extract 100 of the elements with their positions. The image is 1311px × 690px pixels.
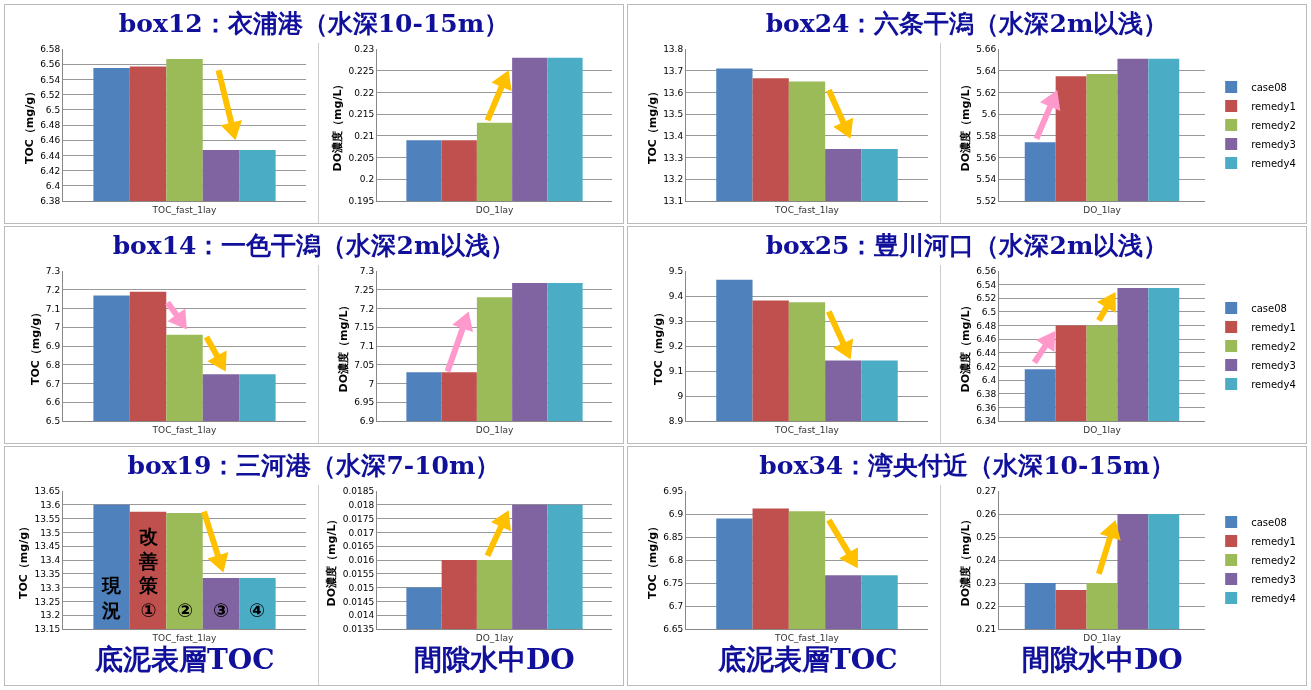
- annotation: ②: [177, 599, 194, 621]
- y-tick-label: 13.45: [34, 541, 61, 552]
- y-tick-label: 6.5: [45, 416, 61, 427]
- legend-label: case08: [1251, 302, 1287, 314]
- y-axis-title: TOC（mg/g）: [17, 520, 31, 600]
- y-tick-label: 6.54: [40, 74, 61, 85]
- y-tick-label: 6.95: [663, 486, 684, 497]
- y-tick-label: 5.66: [976, 44, 997, 55]
- legend-label: remedy3: [1251, 359, 1296, 371]
- annotation: ④: [249, 599, 266, 621]
- y-tick-label: 0.2: [359, 174, 375, 185]
- y-tick-label: 13.5: [663, 109, 684, 120]
- chart-title: box24：六条干潟（水深2m以浅）: [764, 8, 1170, 40]
- y-tick-label: 6.9: [45, 341, 61, 352]
- y-tick-label: 0.0135: [342, 624, 375, 635]
- y-tick-label: 6.5: [45, 104, 61, 115]
- y-tick-label: 6.34: [976, 416, 997, 427]
- y-axis-title: TOC（mg/g）: [28, 306, 42, 386]
- y-tick-label: 6.75: [663, 578, 684, 589]
- y-tick-label: 6.7: [45, 378, 61, 389]
- annotation: 改善策①: [138, 525, 158, 622]
- y-tick-label: 9.3: [668, 316, 684, 327]
- y-tick-label: 0.016: [348, 555, 375, 566]
- x-tick-label: DO_1lay: [475, 424, 514, 435]
- y-tick-label: 0.22: [354, 87, 375, 98]
- y-tick-label: 0.21: [354, 131, 375, 142]
- y-axis-title: DO濃度（mg/L）: [958, 78, 972, 172]
- y-tick-label: 0.205: [348, 152, 375, 163]
- y-tick-label: 6.42: [976, 361, 997, 372]
- y-tick-label: 0.0155: [342, 568, 375, 579]
- legend-label: remedy4: [1251, 592, 1296, 604]
- y-tick-label: 0.015: [348, 582, 375, 593]
- y-tick-label: 6.42: [40, 165, 61, 176]
- legend-label: case08: [1251, 516, 1287, 528]
- chart-title: box14：一色干潟（水深2m以浅）: [111, 230, 517, 262]
- y-tick-label: 6.4: [45, 180, 61, 191]
- y-axis-title: DO濃度（mg/L）: [958, 513, 972, 607]
- y-tick-label: 6.7: [668, 601, 684, 612]
- y-tick-label: 6.56: [40, 59, 61, 70]
- y-tick-label: 5.54: [976, 174, 997, 185]
- y-tick-label: 7.05: [354, 359, 375, 370]
- y-tick-label: 6.85: [663, 532, 684, 543]
- y-tick-label: 5.52: [976, 196, 997, 207]
- y-tick-label: 6.44: [40, 150, 61, 161]
- x-tick-label: DO_1lay: [1083, 204, 1122, 215]
- x-tick-label: TOC_fast_1lay: [774, 632, 840, 643]
- x-tick-label: DO_1lay: [1083, 424, 1122, 435]
- y-tick-label: 13.3: [40, 582, 61, 593]
- y-tick-label: 7.2: [359, 303, 375, 314]
- y-tick-label: 8.9: [668, 416, 684, 427]
- y-tick-label: 13.35: [34, 568, 61, 579]
- y-tick-label: 6.9: [359, 416, 375, 427]
- y-axis-title: TOC（mg/g）: [645, 85, 659, 165]
- text: 底泥表層TOC: [94, 643, 275, 676]
- y-tick-label: 0.195: [348, 196, 375, 207]
- y-tick-label: 6.46: [40, 135, 61, 146]
- y-axis-title: TOC（mg/g）: [645, 520, 659, 600]
- y-tick-label: 0.26: [976, 509, 997, 520]
- y-tick-label: 0.23: [976, 578, 997, 589]
- text: 間隙水中DO: [1022, 643, 1183, 676]
- y-tick-label: 6.48: [40, 120, 61, 131]
- legend-label: remedy4: [1251, 378, 1296, 390]
- y-tick-label: 9: [677, 391, 684, 402]
- y-tick-label: 5.6: [981, 109, 997, 120]
- y-tick-label: 6.95: [354, 397, 375, 408]
- chart-title: box34：湾央付近（水深10-15m）: [758, 450, 1176, 482]
- legend-label: remedy1: [1251, 100, 1296, 112]
- legend-label: case08: [1251, 81, 1287, 93]
- y-tick-label: 13.2: [40, 610, 61, 621]
- legend-label: remedy3: [1251, 573, 1296, 585]
- x-tick-label: TOC_fast_1lay: [151, 424, 218, 435]
- legend-label: remedy3: [1251, 138, 1296, 150]
- y-tick-label: 7.15: [354, 322, 375, 333]
- y-tick-label: 13.6: [663, 87, 684, 98]
- y-tick-label: 13.1: [663, 196, 684, 207]
- x-tick-label: DO_1lay: [475, 632, 514, 643]
- y-tick-label: 0.27: [976, 486, 997, 497]
- y-tick-label: 5.64: [976, 65, 997, 76]
- annotation: ③: [213, 599, 230, 621]
- y-tick-label: 7.1: [359, 341, 375, 352]
- y-tick-label: 6.58: [40, 44, 61, 55]
- y-tick-label: 5.56: [976, 152, 997, 163]
- y-tick-label: 9.1: [668, 366, 684, 377]
- y-tick-label: 13.65: [34, 486, 61, 497]
- y-tick-label: 5.62: [976, 87, 997, 98]
- y-tick-label: 0.215: [348, 109, 375, 120]
- y-tick-label: 0.225: [348, 65, 375, 76]
- y-tick-label: 6.65: [663, 624, 684, 635]
- y-tick-label: 0.24: [976, 555, 997, 566]
- x-tick-label: DO_1lay: [475, 204, 514, 215]
- y-tick-label: 13.25: [34, 596, 61, 607]
- y-tick-label: 6.56: [976, 266, 997, 277]
- y-tick-label: 13.4: [663, 131, 684, 142]
- x-tick-label: TOC_fast_1lay: [774, 204, 840, 215]
- y-tick-label: 6.48: [976, 320, 997, 331]
- y-tick-label: 0.0165: [342, 541, 375, 552]
- y-tick-label: 6.54: [976, 279, 997, 290]
- y-tick-label: 0.21: [976, 624, 997, 635]
- y-tick-label: 0.0175: [342, 513, 375, 524]
- y-tick-label: 0.22: [976, 601, 997, 612]
